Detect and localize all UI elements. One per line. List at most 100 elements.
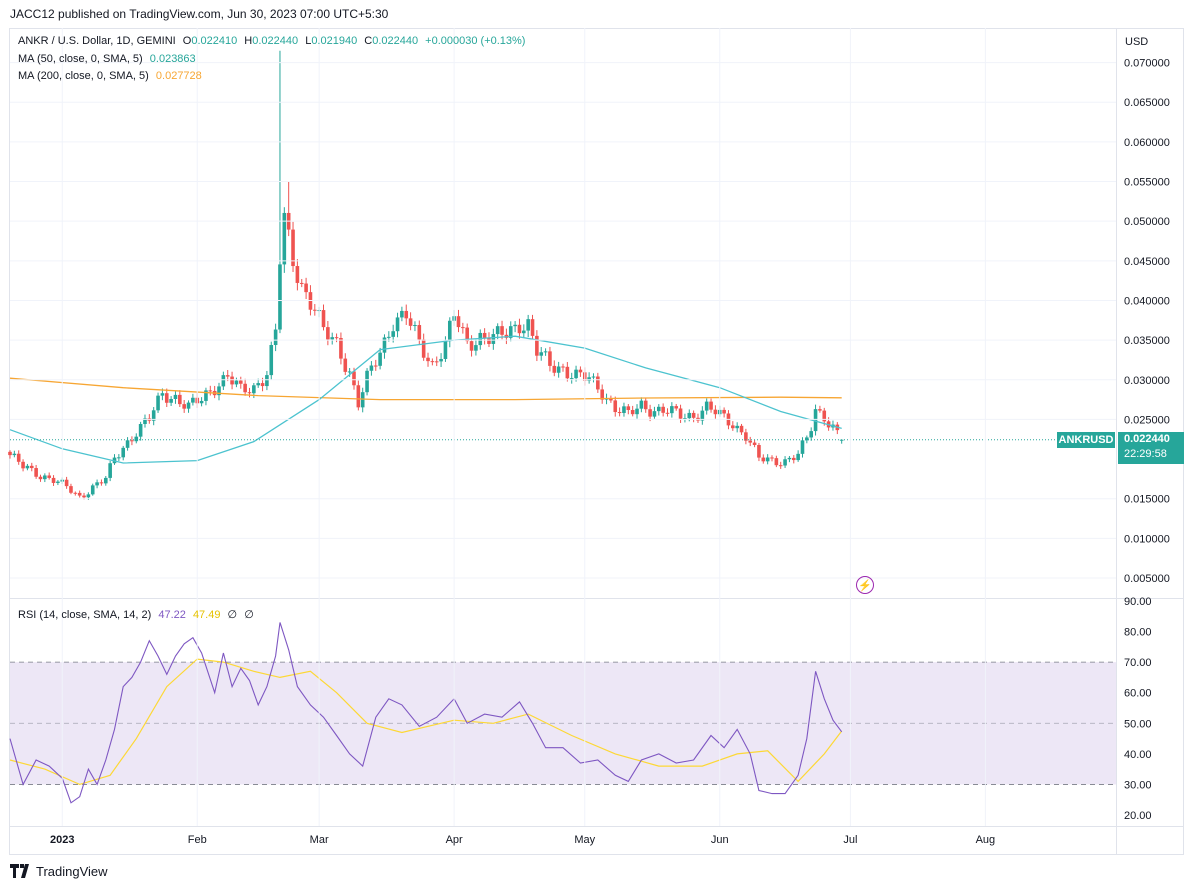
- candle-body: [169, 398, 173, 403]
- candle-body: [818, 409, 822, 411]
- price-tag-value: 0.022440: [1124, 433, 1170, 445]
- candle-body: [757, 445, 761, 458]
- candle-body: [461, 327, 465, 329]
- price-axis-label: 0.050000: [1124, 216, 1170, 228]
- candle-body: [295, 266, 300, 283]
- rsi-ma-line: [9, 658, 843, 786]
- candle-body: [321, 310, 326, 328]
- candle-body: [752, 442, 757, 446]
- candle-body: [82, 495, 86, 498]
- rsi-extra-2: ∅: [244, 609, 254, 621]
- candle-body: [356, 385, 361, 408]
- candle-body: [426, 357, 430, 362]
- candle-body: [25, 465, 30, 469]
- candle-body: [800, 440, 805, 454]
- rsi-axis-label: 30.00: [1124, 779, 1152, 791]
- candle-body: [587, 377, 591, 381]
- ohlc-l-value: 0.021940: [311, 35, 358, 47]
- rsi-pane: [9, 622, 1116, 804]
- candle-body: [173, 394, 178, 399]
- candle-body: [744, 432, 748, 441]
- candle-body: [670, 406, 674, 414]
- candle-body: [561, 366, 565, 368]
- candle-body: [783, 459, 787, 466]
- ohlc-o-label: O: [182, 35, 192, 47]
- candle-body: [130, 440, 134, 442]
- rsi-axis-label: 20.00: [1124, 810, 1152, 822]
- candle-body: [517, 324, 522, 334]
- candle-body: [43, 475, 47, 480]
- candle-body: [600, 389, 604, 400]
- candle-body: [86, 494, 91, 498]
- candle-body: [482, 332, 487, 339]
- ohlc-c-value: 0.022440: [372, 35, 419, 47]
- candle-body: [430, 361, 435, 363]
- ohlc-o-value: 0.022410: [191, 35, 238, 47]
- candle-body: [247, 392, 252, 394]
- candle-body: [609, 397, 613, 401]
- rsi-axis-label: 60.00: [1124, 688, 1152, 700]
- candle-body: [221, 375, 226, 387]
- candle-body: [770, 457, 774, 459]
- candle-body: [234, 380, 239, 385]
- candle-body: [256, 383, 260, 386]
- rsi-ma-value: 47.49: [192, 609, 221, 621]
- tradingview-logo-icon: [10, 864, 29, 878]
- candle-body: [421, 339, 426, 358]
- candle-body: [191, 397, 195, 403]
- price-axis-label: 0.045000: [1124, 256, 1170, 268]
- candle-body: [787, 457, 792, 460]
- candle-body: [565, 366, 570, 379]
- price-tag: 0.022440 22:29:58: [1118, 432, 1184, 464]
- candle-body: [474, 345, 478, 351]
- candle-body: [630, 409, 635, 415]
- candle-body: [635, 408, 639, 415]
- lightning-icon[interactable]: ⚡: [856, 576, 874, 594]
- candle-body: [365, 370, 369, 393]
- time-axis-label: Jul: [843, 834, 857, 846]
- symbol-legend: ANKR / U.S. Dollar, 1D, GEMINI O0.022410…: [18, 35, 525, 47]
- candle-body: [99, 482, 104, 484]
- candle-body: [64, 479, 69, 487]
- candle-body: [591, 376, 596, 378]
- candle-body: [260, 383, 265, 387]
- candle-body: [526, 319, 530, 331]
- candle-body: [530, 319, 535, 336]
- candle-body: [391, 331, 395, 337]
- candle-body: [578, 369, 583, 373]
- candle-body: [69, 486, 73, 493]
- candle-body: [108, 463, 112, 478]
- candle-body: [722, 409, 726, 414]
- candle-body: [117, 457, 121, 459]
- candle-body: [674, 406, 679, 409]
- candle-body: [143, 418, 147, 425]
- candle-body: [125, 440, 130, 448]
- ohlc-l-label: L: [305, 35, 312, 47]
- candle-body: [352, 371, 356, 386]
- candle-body: [652, 411, 657, 417]
- currency-label[interactable]: USD: [1125, 36, 1149, 48]
- candle-body: [543, 351, 548, 353]
- candle-body: [56, 481, 60, 483]
- candle-body: [121, 447, 126, 458]
- candle-body: [596, 376, 600, 390]
- price-axis-label: 0.065000: [1124, 97, 1170, 109]
- candle-body: [735, 425, 739, 429]
- price-axis-label: 0.040000: [1124, 295, 1170, 307]
- candle-body: [160, 393, 165, 396]
- candle-body: [569, 378, 574, 380]
- time-axis-label: Apr: [446, 834, 463, 846]
- candle-body: [326, 327, 330, 340]
- candle-body: [164, 393, 169, 403]
- price-tag-countdown: 22:29:58: [1124, 448, 1167, 460]
- ohlc-c-label: C: [364, 35, 373, 47]
- candle-body: [343, 358, 348, 372]
- candle-body: [151, 410, 156, 421]
- publish-info: JACC12 published on TradingView.com, Jun…: [10, 7, 389, 21]
- time-axis-label: Mar: [310, 834, 329, 846]
- rsi-value: 47.22: [158, 609, 186, 621]
- rsi-extra-1: ∅: [227, 609, 238, 621]
- candle-body: [273, 329, 278, 346]
- candle-body: [791, 457, 796, 461]
